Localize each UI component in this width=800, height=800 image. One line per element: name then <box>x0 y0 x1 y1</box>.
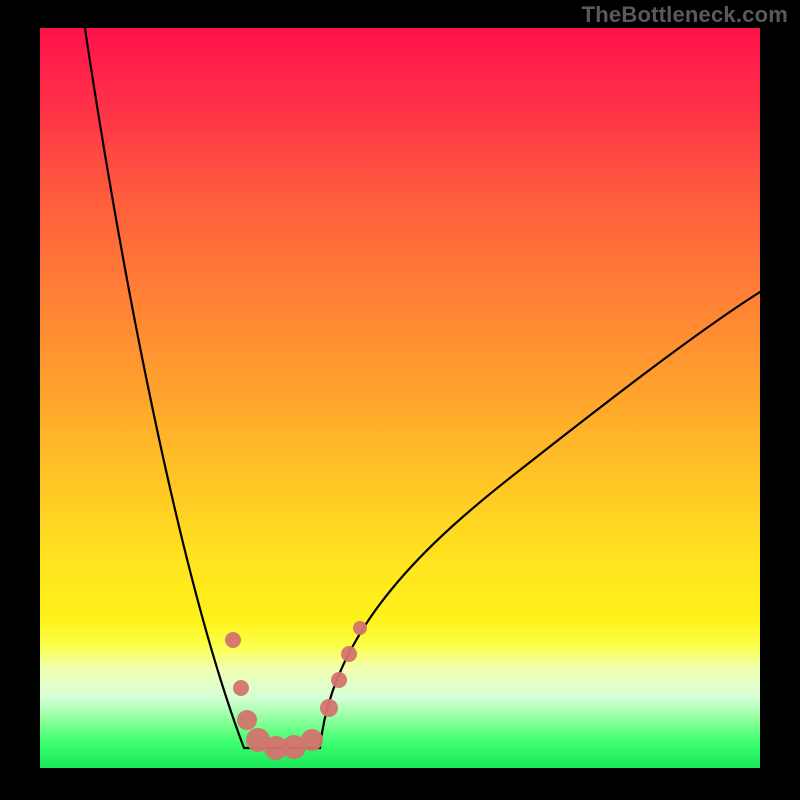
curve-marker <box>237 710 257 730</box>
curve-marker <box>225 632 241 648</box>
plot-background <box>40 28 760 768</box>
stage: TheBottleneck.com <box>0 0 800 800</box>
curve-marker <box>301 729 323 751</box>
curve-marker <box>341 646 357 662</box>
curve-marker <box>233 680 249 696</box>
curve-marker <box>320 699 338 717</box>
bottleneck-chart <box>0 0 800 800</box>
curve-marker <box>353 621 367 635</box>
curve-marker <box>331 672 347 688</box>
